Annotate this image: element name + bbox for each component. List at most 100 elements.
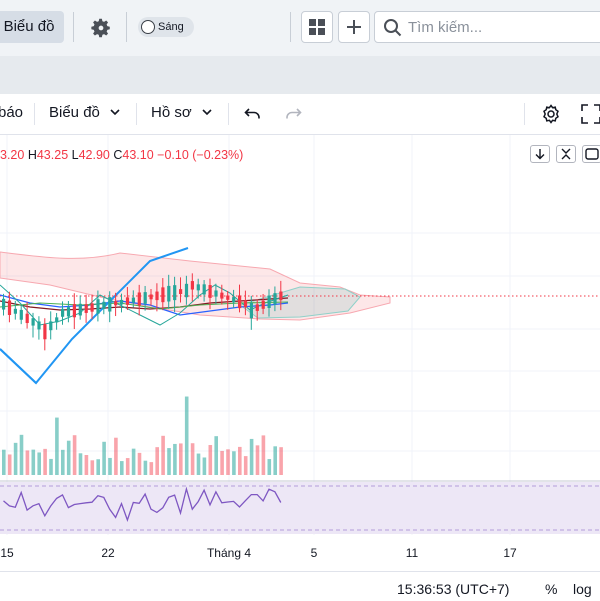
volume-bar — [279, 447, 283, 475]
volume-bar — [173, 443, 177, 475]
candle — [273, 293, 277, 305]
candle — [78, 303, 82, 316]
x-axis-label: 22 — [101, 546, 115, 560]
candle — [279, 291, 283, 301]
divider — [73, 12, 74, 42]
volume-bar — [61, 449, 65, 475]
volume-bar — [55, 417, 59, 475]
x-axis-label: 17 — [503, 546, 517, 560]
volume-bar — [25, 450, 30, 475]
candle — [143, 292, 147, 304]
volume-bar — [125, 458, 130, 475]
candle — [7, 300, 12, 316]
candle — [49, 321, 53, 331]
volume-bar — [255, 445, 260, 475]
candle — [220, 292, 224, 299]
candle — [190, 281, 194, 290]
close-value: 43.10 — [122, 148, 154, 162]
volume-bar — [179, 443, 183, 475]
log-scale-toggle[interactable]: log — [573, 581, 592, 597]
volume-bar — [196, 453, 201, 475]
collapse-pane-button[interactable] — [556, 145, 576, 163]
collapse-legend-button[interactable] — [530, 145, 550, 163]
volume-bar — [131, 448, 136, 475]
chart-area[interactable]: 3.20 H43.25 L42.90 C43.10 −0.10 (−0.23%)… — [0, 135, 600, 571]
ichimoku-cloud — [0, 251, 391, 321]
volume-bar — [143, 460, 148, 475]
open-value: 3.20 — [0, 148, 25, 162]
clock-timezone[interactable]: 15:36:53 (UTC+7) — [397, 581, 510, 597]
low-key: L — [71, 148, 79, 162]
candle — [125, 297, 130, 305]
candle — [226, 295, 230, 300]
candle — [90, 303, 94, 312]
candle — [84, 304, 88, 313]
profile-menu[interactable]: Hồ sơ — [151, 104, 213, 121]
low-value: 42.90 — [78, 148, 110, 162]
candle — [25, 313, 29, 324]
candle — [249, 302, 253, 319]
search-input[interactable]: Tìm kiếm... — [374, 11, 600, 43]
arrow-down-icon — [535, 149, 545, 160]
top-app-bar: Biểu đồ Sáng Tìm kiếm... — [0, 0, 600, 56]
add-button[interactable] — [338, 11, 370, 43]
search-placeholder: Tìm kiếm... — [408, 19, 483, 36]
trendline — [0, 348, 37, 384]
x-axis-label: 15 — [0, 546, 14, 560]
candle — [243, 300, 248, 308]
volume-bar — [137, 452, 142, 475]
indicators-button[interactable]: báo — [0, 104, 24, 121]
candle — [66, 307, 71, 317]
divider — [136, 103, 137, 125]
volume-bar — [49, 458, 53, 475]
candle — [167, 285, 171, 302]
chevron-down-icon — [202, 109, 212, 116]
volume-bar — [238, 446, 242, 475]
fullscreen-icon[interactable] — [580, 103, 600, 125]
ma-line — [0, 297, 289, 311]
volume-bar — [167, 448, 171, 475]
ichimoku-cloud-bull — [238, 286, 361, 319]
candle — [155, 291, 159, 301]
redo-icon[interactable] — [283, 104, 303, 124]
volume-bar — [37, 452, 41, 475]
chart-menu-label: Biểu đồ — [49, 104, 100, 121]
undo-icon[interactable] — [243, 104, 263, 124]
theme-label: Sáng — [158, 21, 184, 33]
candle — [267, 295, 271, 308]
grid-icon — [309, 19, 325, 35]
chart-type-menu[interactable]: Biểu đồ — [49, 104, 121, 121]
candle — [196, 284, 200, 291]
layout-grid-button[interactable] — [301, 11, 333, 43]
volume-bar — [31, 449, 36, 475]
volume-bar — [120, 461, 124, 475]
chart-settings-gear-icon[interactable] — [539, 102, 563, 126]
percent-scale-toggle[interactable]: % — [545, 581, 558, 597]
candle — [161, 287, 165, 303]
maximize-pane-button[interactable] — [582, 145, 600, 163]
price-chart[interactable] — [0, 135, 600, 571]
ohlc-legend: 3.20 H43.25 L42.90 C43.10 −0.10 (−0.23%) — [0, 148, 243, 162]
volume-bar — [90, 460, 95, 475]
volume-bar — [66, 440, 71, 475]
volume-bar — [267, 459, 272, 475]
x-axis-label: 5 — [310, 546, 318, 560]
volume-bar — [261, 435, 266, 475]
volume-bar — [114, 437, 118, 475]
volume-bar — [96, 459, 100, 475]
volume-bar — [273, 446, 277, 475]
settings-gear-icon[interactable] — [88, 15, 114, 41]
volume-bar — [2, 449, 6, 475]
rsi-band — [0, 482, 600, 534]
collapse-icon — [561, 148, 571, 160]
volume-bar — [19, 434, 24, 475]
chart-tab-button[interactable]: Biểu đồ — [0, 11, 64, 43]
volume-bar — [243, 456, 248, 475]
candle — [131, 297, 135, 303]
theme-toggle[interactable]: Sáng — [138, 17, 194, 37]
candle — [55, 317, 59, 323]
volume-bar — [149, 462, 154, 475]
divider — [290, 12, 291, 42]
candle — [232, 297, 236, 303]
close-key: C — [113, 148, 123, 162]
